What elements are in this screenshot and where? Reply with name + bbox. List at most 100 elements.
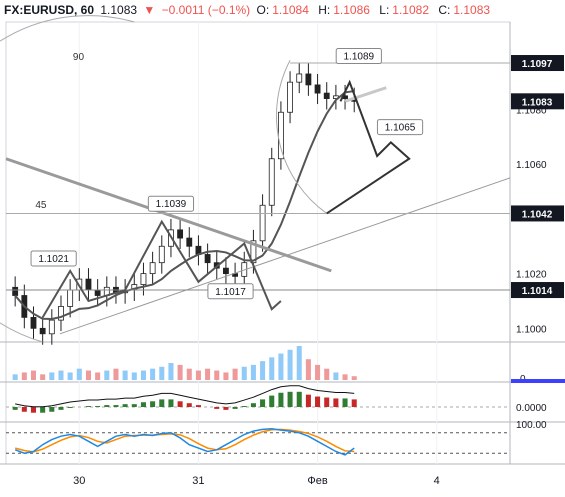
chart-header: FX:EURUSD, 60 1.1083 ▼ −0.0011 (−0.1%) O…: [4, 3, 496, 17]
volume-bar: [140, 370, 146, 380]
macd-histogram-bar: [140, 402, 146, 407]
gann-arc: [276, 60, 328, 214]
y-tick-label: 1.1000: [516, 324, 547, 335]
volume-bar: [159, 366, 165, 380]
macd-histogram-bar: [21, 407, 27, 412]
macd-histogram-bar: [159, 399, 165, 407]
macd-line: [15, 385, 355, 408]
candle-body: [158, 245, 165, 264]
price-badge-label: 1.1083: [522, 97, 553, 108]
macd-histogram-bar: [113, 405, 119, 407]
price-note-box: [147, 195, 195, 212]
macd-histogram-bar: [250, 403, 256, 407]
volume-bar: [150, 368, 156, 380]
candle-body: [296, 73, 303, 83]
macd-histogram-bar: [122, 404, 128, 407]
y-tick-label: 1.1020: [516, 270, 547, 281]
close-label: C:: [438, 3, 451, 17]
macd-histogram-bar: [260, 399, 266, 407]
macd-histogram-bar: [305, 394, 311, 407]
x-tick-label: Фев: [307, 475, 327, 487]
price-badge-label: 1.1042: [522, 209, 553, 220]
macd-histogram-bar: [324, 397, 330, 407]
last-price: 1.1083: [100, 3, 138, 17]
price-badge-box: [511, 282, 564, 299]
volume-bar: [49, 372, 55, 380]
candle-body: [259, 204, 266, 242]
macd-histogram-bar: [269, 395, 275, 407]
volume-bar: [12, 374, 18, 380]
volume-bar: [67, 372, 73, 380]
price-note-label: 1.1065: [385, 123, 416, 134]
candle-body: [140, 273, 147, 285]
price-note-box: [207, 283, 254, 300]
candle-body: [223, 267, 229, 275]
plot-frame: [5, 21, 511, 465]
volume-bar: [278, 353, 284, 380]
low-value: 1.1082: [392, 3, 429, 17]
candle-body: [314, 84, 321, 94]
candle-body: [30, 316, 37, 329]
candle-body: [277, 111, 284, 160]
open-label: O:: [256, 3, 270, 17]
volume-bar: [296, 346, 302, 380]
moving-average-line: [14, 90, 355, 321]
price-badge-box: [511, 93, 564, 110]
volume-bar: [186, 368, 192, 380]
open-value: 1.1084: [272, 3, 309, 17]
stoch-k-line: [14, 427, 355, 456]
candle-body: [177, 229, 184, 239]
low-label: L:: [379, 3, 390, 17]
macd-histogram-bar: [150, 401, 156, 407]
volume-bar: [76, 368, 82, 380]
macd-histogram-bar: [214, 407, 220, 409]
channel-line: [59, 177, 511, 335]
macd-histogram-bar: [195, 405, 201, 407]
indicator-marker: [511, 379, 565, 383]
price-note-label: 1.1017: [215, 287, 246, 298]
macd-histogram-bar: [12, 407, 18, 410]
macd-histogram-bar: [333, 398, 339, 407]
macd-histogram-bar: [30, 407, 37, 413]
macd-histogram-bar: [67, 407, 73, 408]
volume-bar: [40, 374, 46, 380]
volume-bar: [21, 372, 27, 380]
x-tick-label: 4: [434, 475, 440, 487]
macd-histogram-bar: [278, 392, 284, 407]
candle-body: [250, 240, 257, 264]
candle-body: [287, 81, 293, 113]
price-note-label: 1.1039: [156, 199, 187, 210]
x-tick-label: 30: [73, 475, 85, 487]
volume-bar: [232, 368, 238, 380]
macd-histogram-bar: [351, 399, 357, 407]
volume-bar: [287, 349, 293, 380]
close-value: 1.1083: [453, 3, 491, 17]
stoch-d-line: [14, 428, 355, 453]
volume-bar: [315, 364, 321, 380]
macd-histogram-bar: [95, 406, 101, 407]
macd-histogram-bar: [131, 404, 137, 407]
macd-histogram-bar: [241, 406, 247, 407]
macd-histogram-bar: [287, 391, 293, 407]
candle-body: [48, 319, 55, 335]
gann-label: 45: [35, 200, 47, 211]
volume-bar: [195, 370, 201, 380]
wave-pattern: [41, 219, 282, 318]
candle-body: [204, 254, 211, 264]
volume-bar: [214, 370, 220, 380]
projection-line: [344, 86, 387, 103]
volume-bar: [205, 368, 211, 380]
volume-bar: [85, 370, 91, 380]
volume-bar: [177, 364, 183, 380]
volume-bar: [241, 366, 247, 380]
macd-histogram-bar: [168, 399, 174, 407]
macd-histogram-bar: [58, 407, 64, 410]
symbol-label[interactable]: FX:EURUSD, 60: [4, 3, 95, 17]
stoch-tick-label: 100.00: [516, 420, 547, 431]
volume-bar: [131, 372, 137, 380]
volume-bar: [58, 370, 64, 380]
volume-bar: [269, 357, 275, 380]
volume-bar: [30, 370, 37, 380]
candle-body: [85, 278, 92, 291]
